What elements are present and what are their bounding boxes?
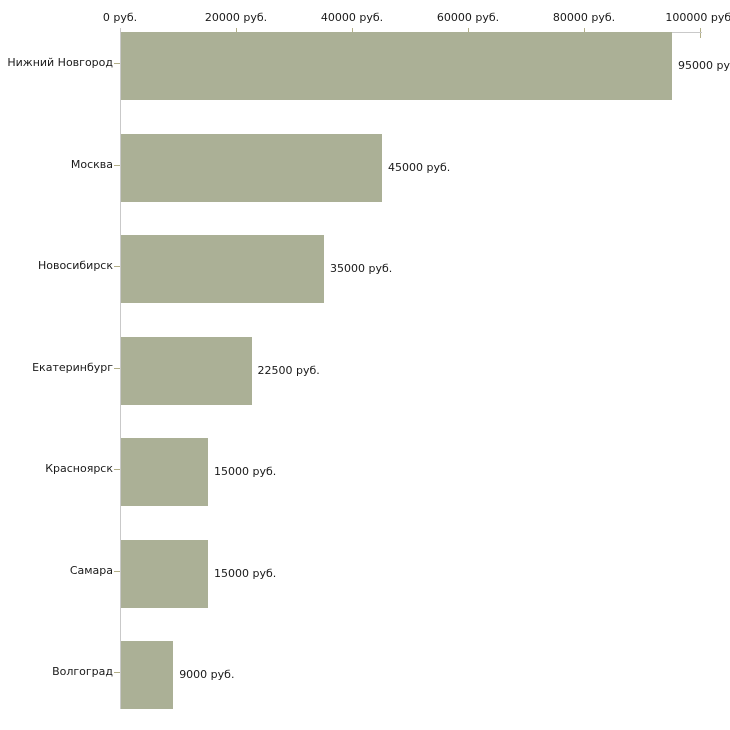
value-label: 15000 руб. (214, 566, 277, 580)
y-axis-tick-mark (114, 367, 120, 369)
y-axis-tick-mark (114, 164, 120, 166)
x-axis-tick-mark (700, 28, 701, 38)
bar-1 (121, 32, 672, 100)
y-axis-tick-mark (114, 672, 120, 673)
category-label: Нижний Новгород (7, 56, 113, 69)
category-label: Екатеринбург (32, 360, 113, 374)
bar-6 (121, 539, 208, 608)
y-axis-line (120, 28, 121, 709)
y-axis-tick-mark (114, 469, 120, 470)
bar-3 (121, 235, 324, 303)
x-axis-tick-label: 20000 руб. (204, 11, 268, 24)
x-axis-tick-label: 40000 руб. (320, 11, 384, 24)
category-label: Новосибирск (37, 259, 113, 272)
y-axis-tick-mark (114, 570, 120, 572)
value-label: 35000 руб. (330, 262, 393, 275)
value-label: 95000 руб. (678, 59, 730, 72)
category-label: Красноярск (45, 462, 113, 475)
x-axis-tick-label: 100000 руб. (665, 11, 730, 24)
category-label: Волгоград (52, 665, 113, 678)
value-label: 9000 руб. (179, 668, 235, 681)
value-label: 22500 руб. (257, 363, 320, 377)
bar-7 (121, 641, 174, 709)
category-label: Москва (70, 157, 113, 171)
value-label: 45000 руб. (388, 160, 451, 174)
x-axis-tick-label: 60000 руб. (436, 11, 500, 24)
value-label: 15000 руб. (214, 465, 277, 478)
category-label: Самара (69, 563, 113, 577)
x-axis-tick-label: 0 руб. (102, 11, 138, 24)
bar-4 (121, 336, 252, 405)
y-axis-tick-mark (114, 266, 120, 267)
y-axis-tick-mark (114, 63, 120, 64)
x-axis-tick-label: 80000 руб. (552, 11, 616, 24)
bar-5 (121, 438, 208, 506)
bar-2 (121, 133, 382, 202)
